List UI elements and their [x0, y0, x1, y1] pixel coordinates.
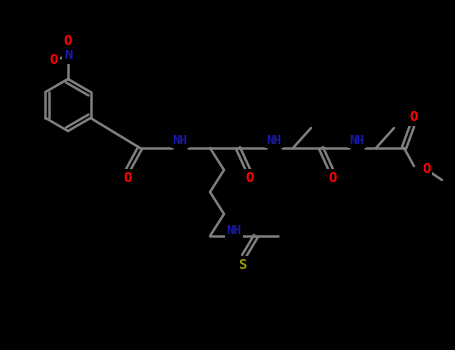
Text: O: O [329, 171, 337, 185]
Text: NH: NH [172, 133, 187, 147]
Text: NH: NH [227, 224, 242, 237]
Text: O: O [422, 162, 430, 176]
Text: O: O [64, 34, 72, 48]
Text: O: O [246, 171, 254, 185]
Text: O: O [410, 110, 418, 124]
Text: S: S [238, 258, 246, 272]
Text: O: O [124, 171, 132, 185]
Text: N: N [64, 48, 72, 62]
Text: O: O [50, 53, 58, 67]
Text: NH: NH [267, 133, 282, 147]
Text: NH: NH [349, 133, 364, 147]
